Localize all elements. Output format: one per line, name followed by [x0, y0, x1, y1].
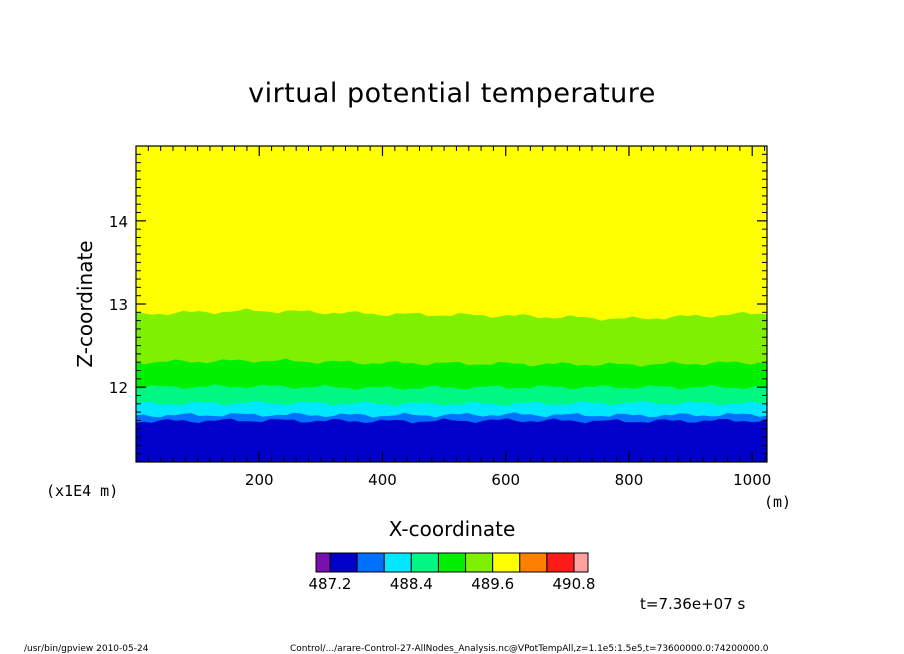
colorbar-swatch [519, 552, 548, 573]
x-tick-label: 1000 [733, 471, 771, 489]
colorbar-swatch [492, 552, 521, 573]
colorbar-swatch [356, 552, 385, 573]
colorbar-swatch [329, 552, 358, 573]
y-tick-label: 13 [109, 296, 128, 314]
colorbar-swatch [573, 552, 589, 573]
colorbar-swatch [437, 552, 467, 573]
colorbar-swatch [410, 552, 439, 573]
time-label: t=7.36e+07 s [640, 595, 746, 613]
colorbar-swatch [383, 552, 412, 573]
footer-left: /usr/bin/gpview 2010-05-24 [24, 644, 149, 654]
minor-ticks [136, 145, 767, 462]
colorbar-label: 487.2 [309, 575, 352, 593]
colorbar: 487.2 488.4 489.6 490.8 [309, 552, 596, 593]
major-ticks: 200 400 600 800 1000 12 13 14 [109, 146, 771, 489]
colorbar-label: 489.6 [471, 575, 514, 593]
x-tick-label: 200 [245, 471, 274, 489]
contour-bands [136, 146, 767, 462]
colorbar-label: 488.4 [390, 575, 433, 593]
x-tick-label: 400 [368, 471, 397, 489]
chart-title: virtual potential temperature [248, 78, 656, 109]
x-tick-label: 600 [491, 471, 520, 489]
y-tick-label: 12 [109, 379, 128, 397]
x-tick-label: 800 [615, 471, 644, 489]
y-tick-label: 14 [109, 213, 128, 231]
colorbar-label: 490.8 [553, 575, 596, 593]
footer-right: Control/.../arare-Control-27-AllNodes_An… [290, 644, 769, 654]
colorbar-swatch [315, 552, 331, 573]
x-unit-label: (m) [764, 493, 791, 511]
colorbar-swatch [465, 552, 494, 573]
colorbar-swatch [546, 552, 575, 573]
y-axis-label: Z-coordinate [73, 240, 97, 367]
contour-band [136, 418, 767, 462]
x-axis-label: X-coordinate [389, 517, 516, 541]
y-scale-label: (x1E4 m) [46, 482, 118, 500]
